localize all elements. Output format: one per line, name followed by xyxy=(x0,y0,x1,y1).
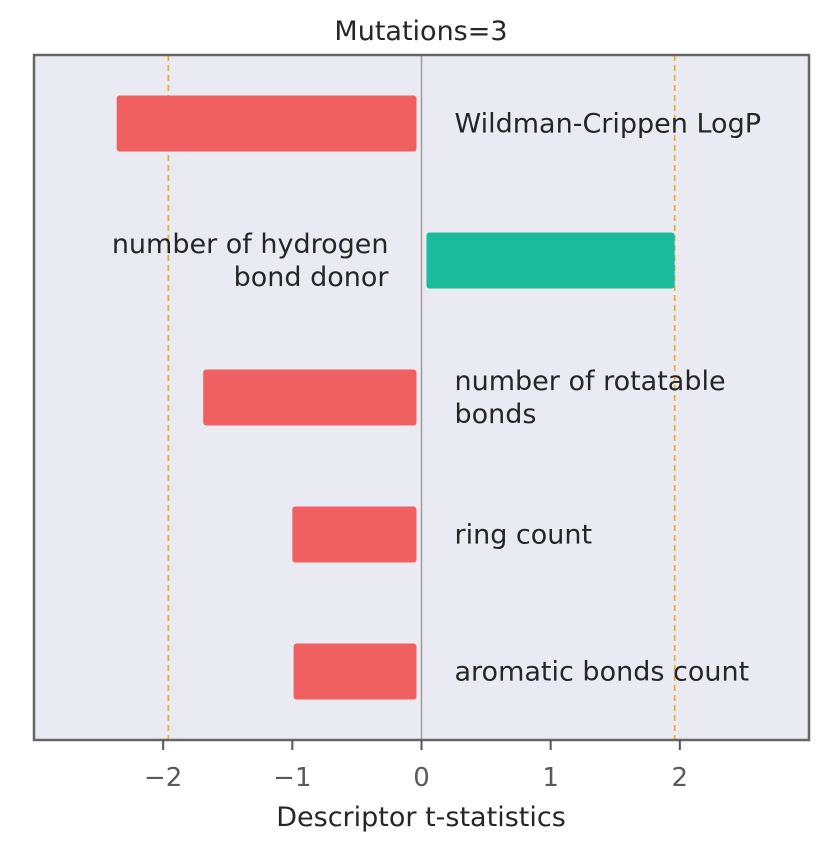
bar-4 xyxy=(293,643,417,700)
category-label-4: aromatic bonds count xyxy=(455,657,750,688)
x-axis-label: Descriptor t-statistics xyxy=(276,802,566,833)
chart-title: Mutations=3 xyxy=(334,16,507,47)
x-tick-label-0: −2 xyxy=(144,763,182,793)
category-labels: Wildman-Crippen LogP number of hydrogen bo… xyxy=(112,109,761,688)
bar-2 xyxy=(203,369,417,426)
bar-1 xyxy=(426,232,675,289)
bar-0 xyxy=(116,95,417,152)
x-axis-ticks: −2 −1 0 1 2 xyxy=(144,740,688,793)
threshold-lines xyxy=(167,55,676,740)
x-tick-label-1: −1 xyxy=(273,763,311,793)
x-tick-label-2: 0 xyxy=(413,763,430,793)
bars xyxy=(116,95,675,700)
x-tick-label-4: 2 xyxy=(672,763,689,793)
x-tick-label-3: 1 xyxy=(542,763,559,793)
category-label-3: ring count xyxy=(455,520,593,551)
bar-3 xyxy=(292,506,417,563)
category-label-2: number of rotatable bonds xyxy=(455,366,726,430)
category-label-1: number of hydrogen bond donor xyxy=(112,229,390,293)
category-label-0: Wildman-Crippen LogP xyxy=(455,109,762,140)
